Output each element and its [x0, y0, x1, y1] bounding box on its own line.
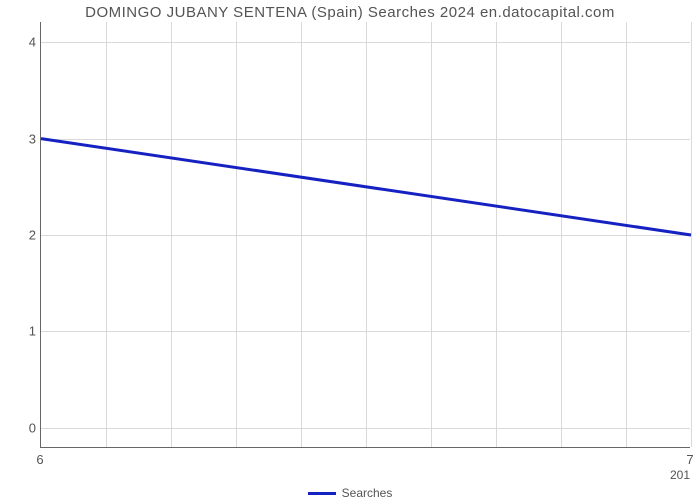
y-tick-label: 1	[6, 324, 36, 339]
y-tick-label: 2	[6, 228, 36, 243]
x-secondary-label: 201	[670, 468, 690, 482]
series-layer	[41, 22, 690, 447]
y-tick-label: 0	[6, 420, 36, 435]
legend-swatch	[308, 492, 336, 495]
y-tick-label: 3	[6, 131, 36, 146]
chart-title: DOMINGO JUBANY SENTENA (Spain) Searches …	[0, 4, 700, 21]
x-tick-label: 7	[686, 452, 693, 467]
series-line-searches	[41, 139, 691, 235]
y-tick-label: 4	[6, 35, 36, 50]
legend-label: Searches	[342, 486, 393, 500]
x-tick-label: 6	[36, 452, 43, 467]
plot-area	[40, 22, 690, 448]
legend: Searches	[0, 486, 700, 500]
